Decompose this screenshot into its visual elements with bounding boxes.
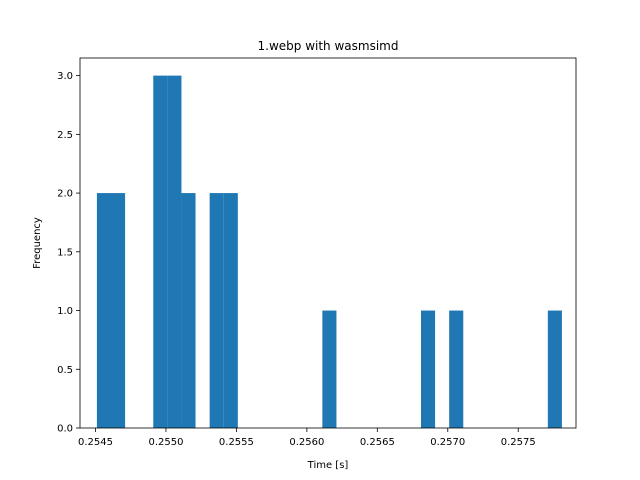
histogram-bar-6: [209, 193, 224, 428]
y-tick-label-6: 2.5: [57, 130, 73, 141]
x-tick-label-6: 0.2570: [430, 437, 465, 448]
histogram-bar-11: [547, 310, 562, 428]
plot-frame: [79, 57, 577, 429]
histogram-bar-9: [421, 310, 436, 428]
histogram-bar-7: [223, 193, 238, 428]
x-axis-label: Time [s]: [307, 460, 349, 471]
chart-title: 1.webp with wasmsimd: [258, 39, 399, 53]
x-ticks-group: 0.2545 0.2550 0.2555 0.2560 0.2565 0.2570 0.25…: [78, 428, 536, 448]
y-axis-label: Frequency: [32, 217, 43, 269]
x-tick-label-5: 0.2565: [360, 437, 395, 448]
y-ticks-group: 0.0 0.5 1.0 1.5 2.0 2.5 3.0: [57, 71, 80, 435]
histogram-bar-8: [322, 310, 337, 428]
y-tick-label-7: 3.0: [57, 71, 73, 82]
y-tick-label-1: 0.0: [57, 424, 73, 435]
histogram-bar-5: [181, 193, 196, 428]
histogram-bar-1: [96, 193, 111, 428]
histogram-bar-2: [111, 193, 126, 428]
y-tick-label-4: 1.5: [57, 247, 73, 258]
y-tick-label-2: 0.5: [57, 365, 73, 376]
y-tick-label-3: 1.0: [57, 306, 73, 317]
histogram-bar-10: [449, 310, 464, 428]
bars-group: [96, 75, 562, 429]
y-tick-label-5: 2.0: [57, 189, 73, 200]
x-tick-label-3: 0.2555: [219, 437, 254, 448]
x-tick-label-2: 0.2550: [148, 437, 183, 448]
histogram-bar-4: [167, 75, 182, 429]
histogram-bar-3: [153, 75, 168, 429]
x-tick-label-1: 0.2545: [78, 437, 113, 448]
x-tick-label-7: 0.2575: [501, 437, 536, 448]
x-tick-label-4: 0.2560: [289, 437, 324, 448]
